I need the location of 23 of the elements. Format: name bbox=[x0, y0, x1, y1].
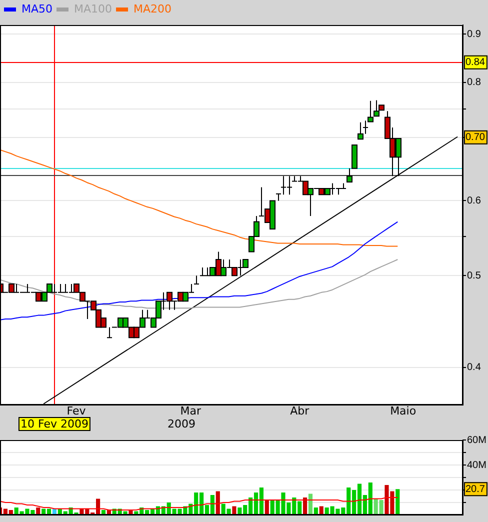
y-tick-label: 0.8 bbox=[467, 77, 482, 88]
bar bbox=[232, 506, 236, 515]
x-tick-label: Fev bbox=[66, 404, 86, 418]
y-tick-label: 0.4 bbox=[467, 362, 482, 374]
candlestick bbox=[194, 275, 200, 284]
bar bbox=[396, 489, 400, 515]
y-tick-label: 0.6 bbox=[467, 195, 482, 206]
y-tick-label: 0.5 bbox=[467, 270, 482, 282]
x-tick-label: Maio bbox=[390, 404, 416, 418]
ref-line-label: 0.84 bbox=[466, 57, 486, 68]
legend-label: MA50 bbox=[22, 2, 53, 16]
x-axis-title: 2009 bbox=[168, 417, 196, 430]
legend-label: MA200 bbox=[134, 2, 172, 16]
x-tick-label: 10 Fev 2009 bbox=[20, 417, 88, 430]
x-tick-label: Mar bbox=[180, 404, 202, 418]
annotation: 0.70 bbox=[466, 132, 486, 144]
y-tick-label: 60M bbox=[467, 434, 486, 446]
candlestick bbox=[106, 326, 112, 338]
x-tick-label: Abr bbox=[290, 404, 310, 418]
y-tick-label: 40M bbox=[467, 460, 486, 471]
annotation: 20.7 bbox=[466, 484, 486, 495]
candlestick bbox=[200, 267, 206, 276]
y-tick-label: 0.9 bbox=[467, 28, 482, 40]
